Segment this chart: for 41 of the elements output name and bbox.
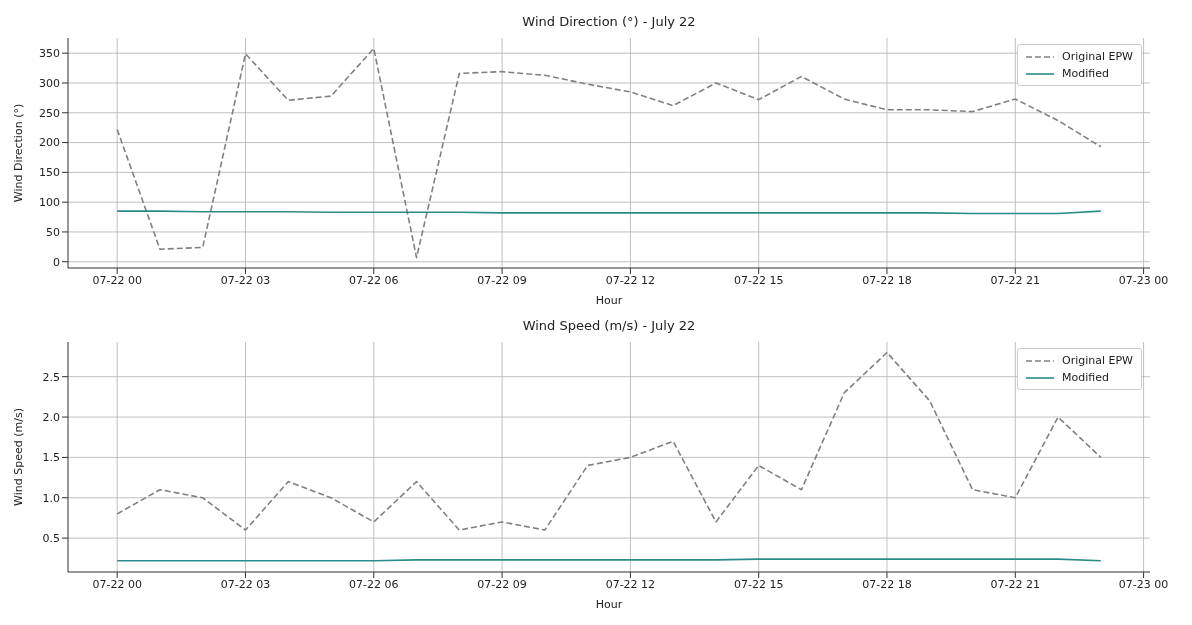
x-tick-label: 07-23 00	[1118, 273, 1169, 287]
legend-label: Original EPW	[1061, 49, 1133, 65]
y-tick-label: 300	[39, 76, 60, 90]
y-axis-title: Wind Direction (°)	[11, 103, 25, 203]
y-tick-label: 0	[53, 255, 60, 269]
x-tick-label: 07-22 21	[990, 273, 1041, 287]
chart-title: Wind Speed (m/s) - July 22	[521, 318, 697, 333]
y-tick-label: 1.5	[42, 451, 60, 465]
x-tick-label: 07-22 03	[220, 577, 271, 591]
y-axis-title: Wind Speed (m/s)	[11, 408, 25, 506]
x-tick-label: 07-22 00	[92, 273, 142, 287]
y-tick-label: 100	[39, 196, 60, 210]
x-tick-label: 07-22 21	[990, 577, 1041, 591]
x-tick-label: 07-22 12	[605, 273, 656, 287]
y-tick-label: 150	[39, 166, 60, 180]
x-axis-title: Hour	[595, 294, 623, 307]
x-tick-label: 07-22 15	[733, 273, 784, 287]
y-tick-label: 350	[39, 47, 60, 61]
x-tick-label: 07-22 15	[733, 577, 784, 591]
x-tick-label: 07-22 00	[92, 577, 142, 591]
x-tick-label: 07-22 09	[477, 273, 527, 287]
y-tick-label: 200	[39, 136, 60, 150]
x-tick-label: 07-22 09	[477, 577, 527, 591]
x-tick-label: 07-22 06	[349, 273, 399, 287]
legend-label: Modified	[1061, 66, 1109, 82]
x-axis-title: Hour	[595, 598, 623, 611]
y-tick-label: 2.0	[42, 410, 60, 424]
y-tick-label: 0.5	[42, 532, 60, 546]
y-tick-label: 250	[39, 106, 60, 120]
x-tick-label: 07-22 03	[220, 273, 271, 287]
x-tick-label: 07-22 12	[605, 577, 656, 591]
y-tick-label: 1.0	[42, 491, 60, 505]
legend-label: Modified	[1061, 370, 1109, 386]
x-tick-label: 07-23 00	[1118, 577, 1169, 591]
x-tick-label: 07-22 18	[862, 577, 912, 591]
legend-label: Original EPW	[1061, 353, 1133, 369]
chart-title: Wind Direction (°) - July 22	[521, 14, 697, 29]
y-tick-label: 50	[46, 225, 60, 239]
x-tick-label: 07-22 18	[862, 273, 912, 287]
x-tick-label: 07-22 06	[349, 577, 399, 591]
y-tick-label: 2.5	[42, 370, 60, 384]
